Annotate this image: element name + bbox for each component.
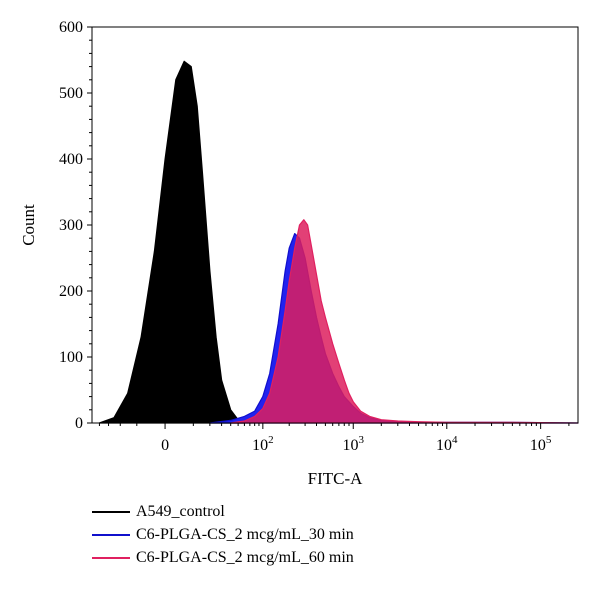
- x-tick-label: 0: [161, 437, 169, 454]
- legend-swatch-30min: [92, 533, 130, 536]
- x-tick-label: 105: [530, 434, 552, 454]
- series-area-1: [98, 60, 245, 424]
- x-tick-label: 102: [252, 434, 274, 454]
- y-tick-label: 500: [59, 85, 83, 102]
- legend-label-60min: C6-PLGA-CS_2 mcg/mL_60 min: [136, 548, 354, 566]
- y-tick-label: 400: [59, 151, 83, 168]
- legend: A549_control C6-PLGA-CS_2 mcg/mL_30 min …: [92, 500, 354, 569]
- y-tick-label: 200: [59, 283, 83, 300]
- series-area-2: [209, 233, 579, 424]
- y-tick-label: 100: [59, 349, 83, 366]
- series-area-3: [230, 219, 579, 424]
- legend-swatch-60min: [92, 556, 130, 559]
- x-axis-label: FITC-A: [308, 469, 364, 488]
- legend-label-control: A549_control: [136, 502, 225, 520]
- y-axis-ticks: 0 100 200 300 400 500 600: [59, 19, 92, 432]
- legend-item-30min: C6-PLGA-CS_2 mcg/mL_30 min: [92, 523, 354, 546]
- y-tick-label: 300: [59, 217, 83, 234]
- y-axis-label: Count: [19, 204, 38, 246]
- y-tick-label: 600: [59, 19, 83, 36]
- x-tick-label: 103: [343, 434, 365, 454]
- x-axis-ticks: 0 102 103 104 105: [98, 423, 570, 454]
- legend-item-control: A549_control: [92, 500, 354, 523]
- legend-item-60min: C6-PLGA-CS_2 mcg/mL_60 min: [92, 546, 354, 569]
- x-tick-label: 104: [436, 434, 458, 454]
- legend-swatch-control: [92, 510, 130, 513]
- legend-label-30min: C6-PLGA-CS_2 mcg/mL_30 min: [136, 525, 354, 543]
- plot-series: [98, 60, 579, 424]
- y-tick-label: 0: [75, 415, 83, 432]
